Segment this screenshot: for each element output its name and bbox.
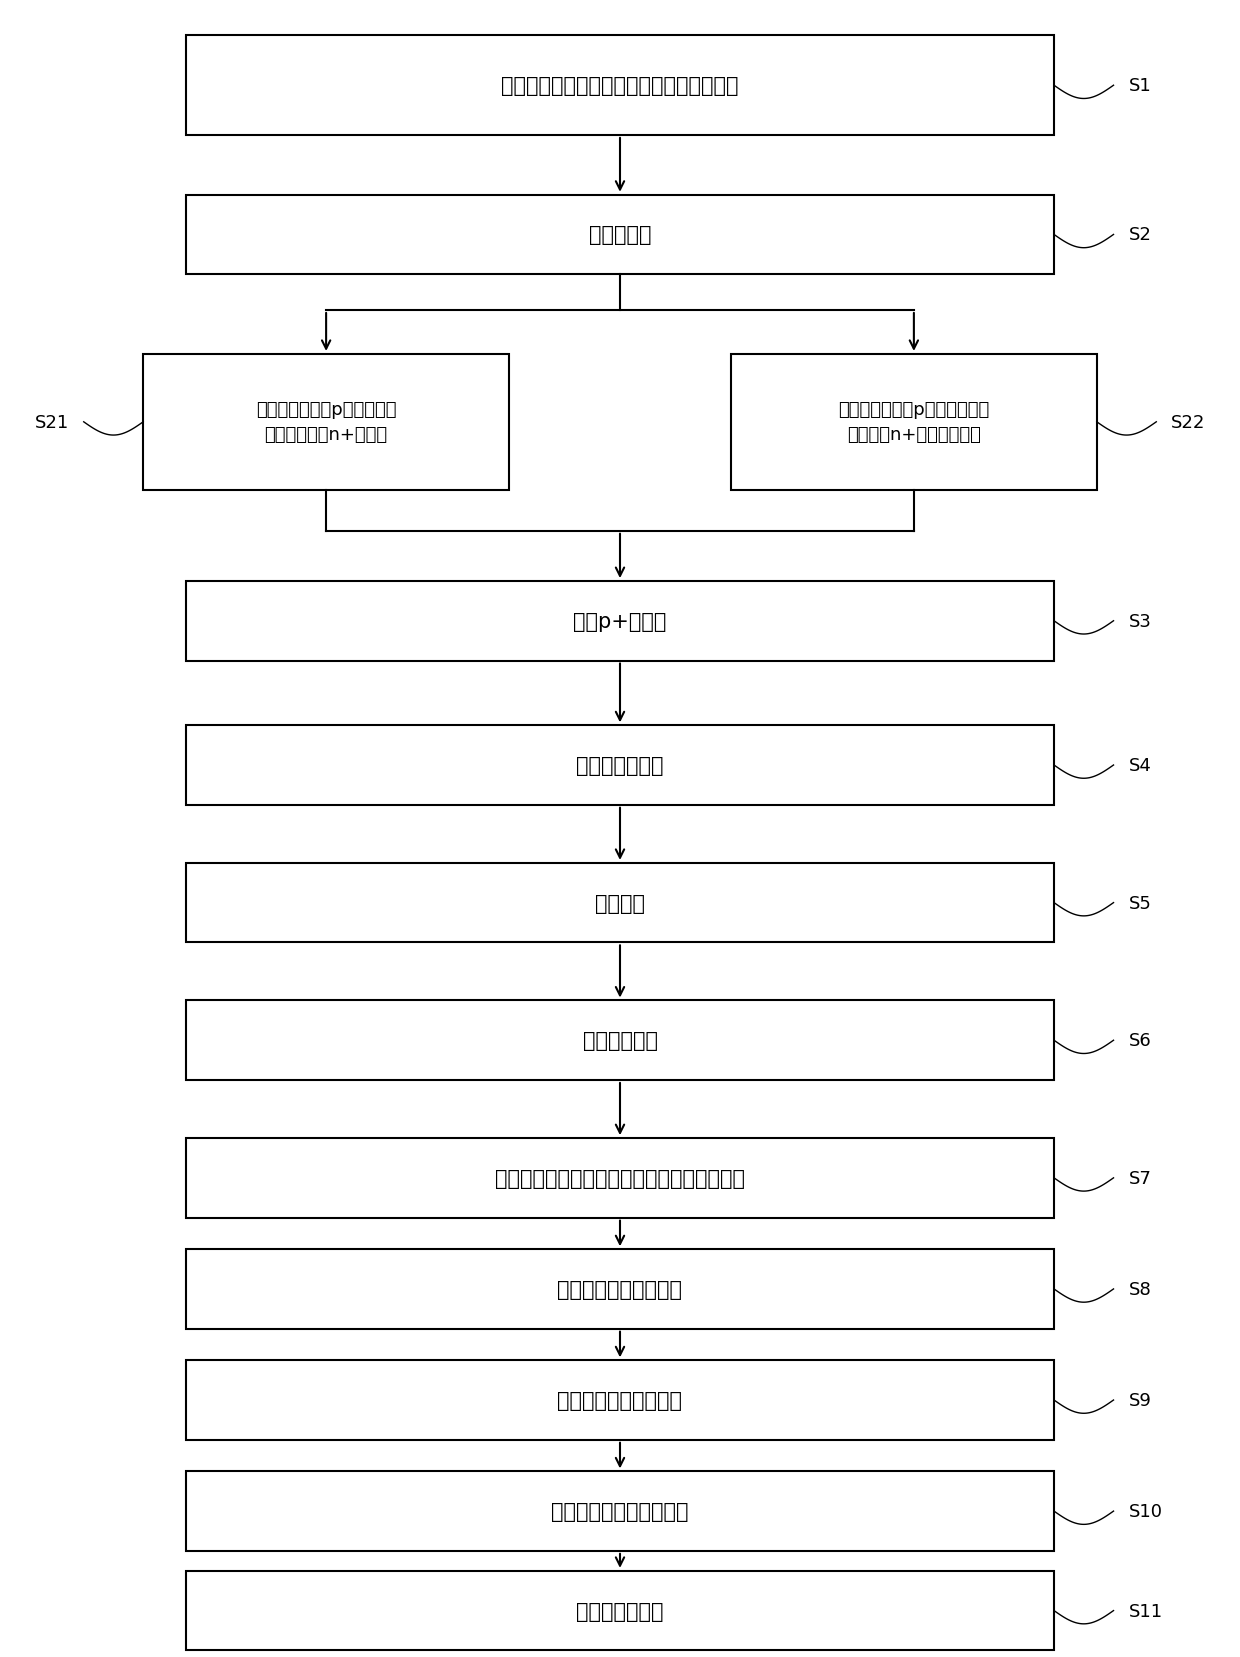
Text: 外延生长材料形成不同层掺杂的三明治结构: 外延生长材料形成不同层掺杂的三明治结构	[501, 76, 739, 96]
Bar	[186, 36, 1054, 136]
Bar	[144, 355, 508, 490]
Text: S3: S3	[1128, 613, 1151, 630]
Text: 制作栅氧化层: 制作栅氧化层	[583, 1031, 657, 1051]
Bar	[186, 1360, 1054, 1440]
Bar	[732, 355, 1097, 490]
Text: 离子注入后退火: 离子注入后退火	[577, 756, 663, 775]
Bar	[186, 726, 1054, 805]
Text: S21: S21	[35, 414, 69, 431]
Text: S6: S6	[1128, 1032, 1151, 1049]
Text: S4: S4	[1128, 757, 1151, 774]
Bar	[186, 1471, 1054, 1551]
Bar	[186, 1571, 1054, 1650]
Text: S5: S5	[1128, 895, 1151, 911]
Text: S2: S2	[1128, 227, 1151, 244]
Bar	[186, 1001, 1054, 1080]
Text: 制作终端: 制作终端	[595, 893, 645, 913]
Bar	[186, 1249, 1054, 1329]
Bar	[186, 1138, 1054, 1218]
Text: S1: S1	[1128, 78, 1151, 94]
Text: S8: S8	[1128, 1281, 1151, 1297]
Text: 制作主沟槽: 制作主沟槽	[589, 225, 651, 245]
Bar	[186, 196, 1054, 275]
Text: 沟槽刻蚀终止于p基区底部，
离子注入形成n+掺杂层: 沟槽刻蚀终止于p基区底部， 离子注入形成n+掺杂层	[255, 401, 397, 444]
Text: 快速热退火制作欧姆接触: 快速热退火制作欧姆接触	[552, 1501, 688, 1521]
Text: 光刻制作源极金属接触: 光刻制作源极金属接触	[558, 1279, 682, 1299]
Text: S11: S11	[1128, 1602, 1163, 1619]
Text: S7: S7	[1128, 1170, 1151, 1186]
Bar	[186, 863, 1054, 943]
Text: 制作p+掺杂层: 制作p+掺杂层	[573, 611, 667, 631]
Text: 光刻制作漏极金属接触: 光刻制作漏极金属接触	[558, 1390, 682, 1410]
Text: S9: S9	[1128, 1392, 1151, 1408]
Text: 沟槽刻蚀终止于p型埋层底部，
外延形成n+掺杂层并回刻: 沟槽刻蚀终止于p型埋层底部， 外延形成n+掺杂层并回刻	[838, 401, 990, 444]
Text: 钝化并金属互连: 钝化并金属互连	[577, 1601, 663, 1621]
Bar	[186, 582, 1054, 661]
Text: S10: S10	[1128, 1503, 1162, 1519]
Text: S22: S22	[1171, 414, 1205, 431]
Text: 于沟槽填充掺杂多晶硅，并平坦化形成栅电极: 于沟槽填充掺杂多晶硅，并平坦化形成栅电极	[495, 1168, 745, 1188]
